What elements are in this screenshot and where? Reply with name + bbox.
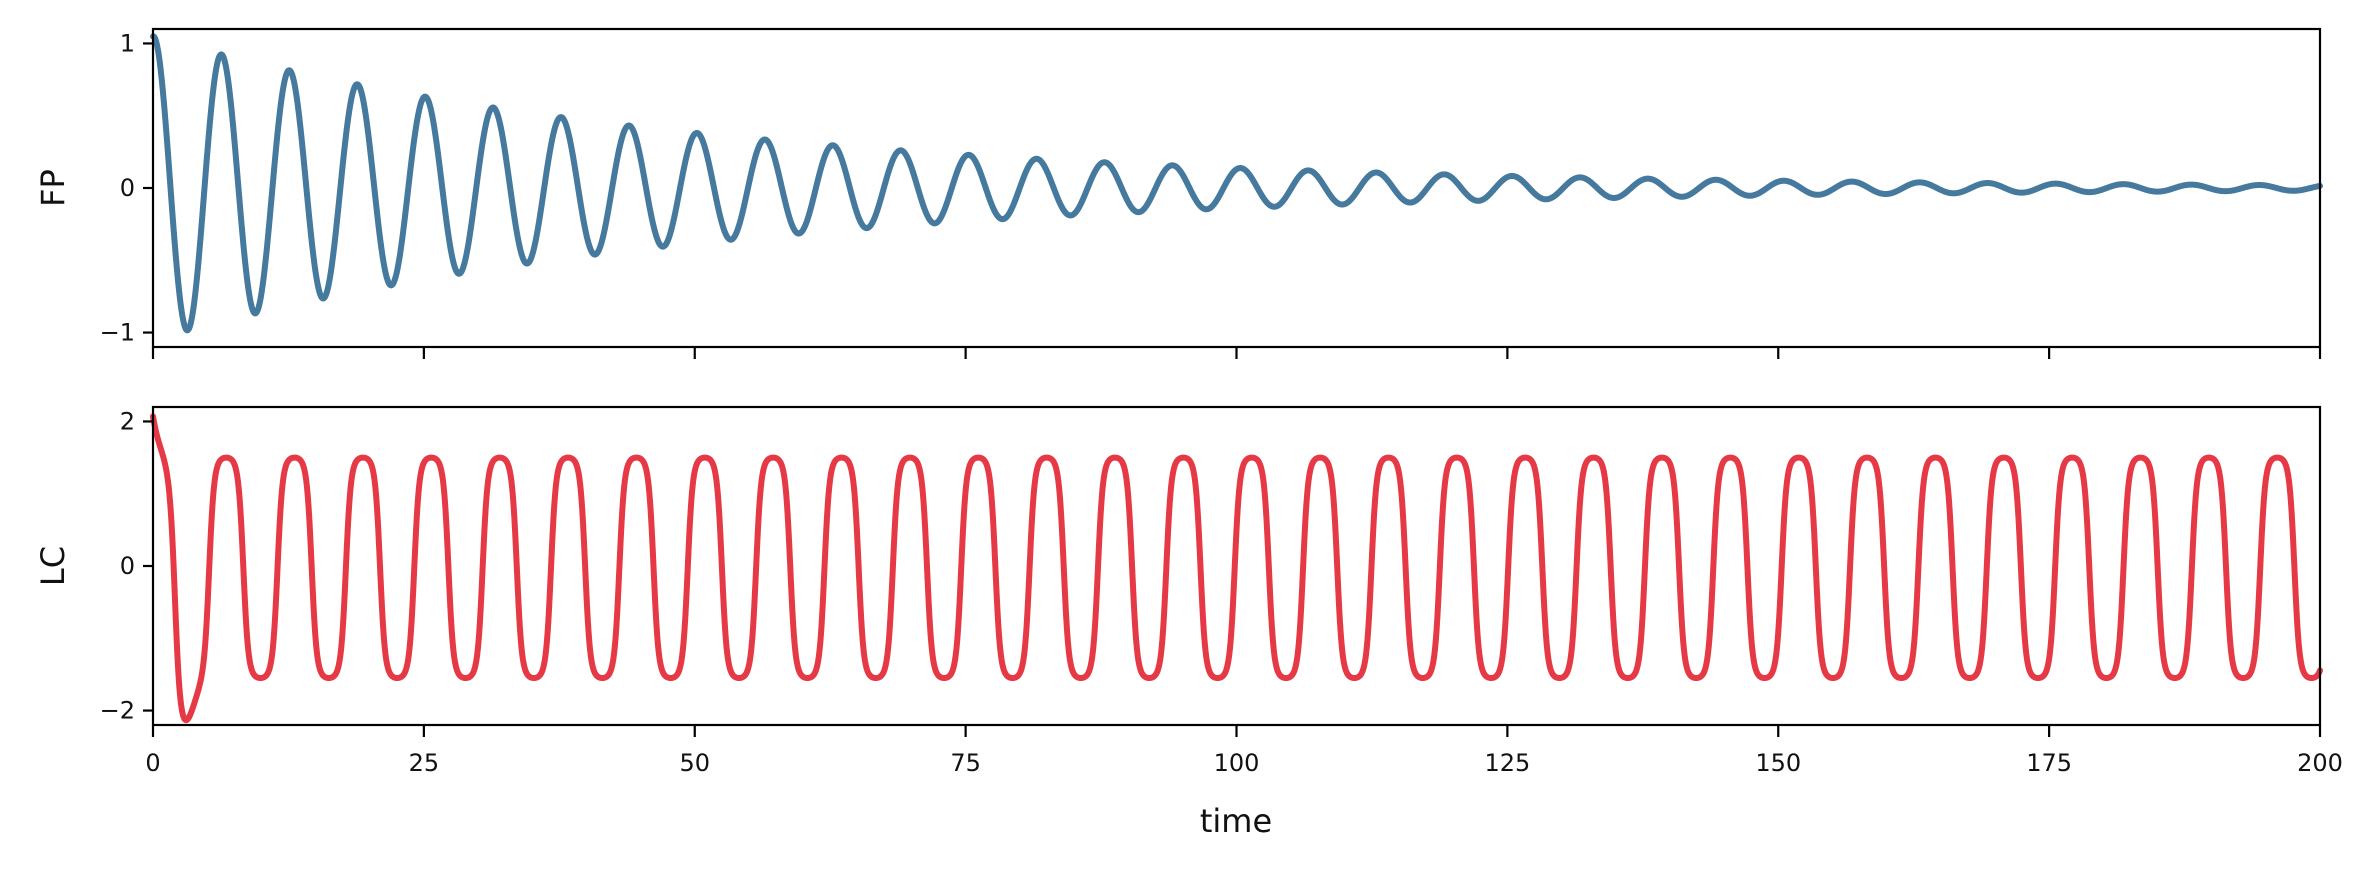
fp-y-tick-label: 0 bbox=[120, 174, 135, 202]
lc-x-tick-label: 25 bbox=[409, 749, 440, 777]
fp-x-ticks bbox=[151, 347, 2322, 359]
fp-series-line bbox=[150, 33, 2323, 334]
lc-x-ticks: 0 25 50 75 100 125 150 175 200 bbox=[145, 725, 2343, 777]
fp-y-tick-label: 1 bbox=[120, 29, 135, 57]
fp-y-tick-label: −1 bbox=[100, 319, 135, 347]
lc-x-tick-label: 175 bbox=[2026, 749, 2072, 777]
lc-x-tick-label: 0 bbox=[145, 749, 160, 777]
lc-x-tick-label: 200 bbox=[2297, 749, 2343, 777]
fp-ylabel: FP bbox=[34, 169, 72, 207]
lc-x-tick-label: 150 bbox=[1755, 749, 1801, 777]
lc-x-tick-label: 125 bbox=[1484, 749, 1530, 777]
fp-panel: −1 0 1 FP bbox=[34, 27, 2323, 359]
fp-y-ticks: −1 0 1 bbox=[100, 29, 153, 347]
lc-axes-frame bbox=[151, 405, 2322, 727]
lc-y-ticks: −2 0 2 bbox=[100, 407, 153, 725]
lc-y-tick-label: 2 bbox=[120, 407, 135, 435]
lc-y-tick-label: 0 bbox=[120, 552, 135, 580]
lc-y-tick-label: −2 bbox=[100, 697, 135, 725]
x-axis-label: time bbox=[1200, 802, 1272, 840]
fp-axes-frame bbox=[151, 27, 2322, 349]
lc-x-tick-label: 100 bbox=[1214, 749, 1260, 777]
lc-x-tick-label: 75 bbox=[950, 749, 981, 777]
lc-ylabel: LC bbox=[34, 546, 72, 586]
lc-panel: −2 0 2 0 25 50 75 100 125 150 175 200 LC time bbox=[34, 405, 2343, 840]
lc-x-tick-label: 50 bbox=[679, 749, 710, 777]
lc-series-line bbox=[150, 413, 2323, 724]
